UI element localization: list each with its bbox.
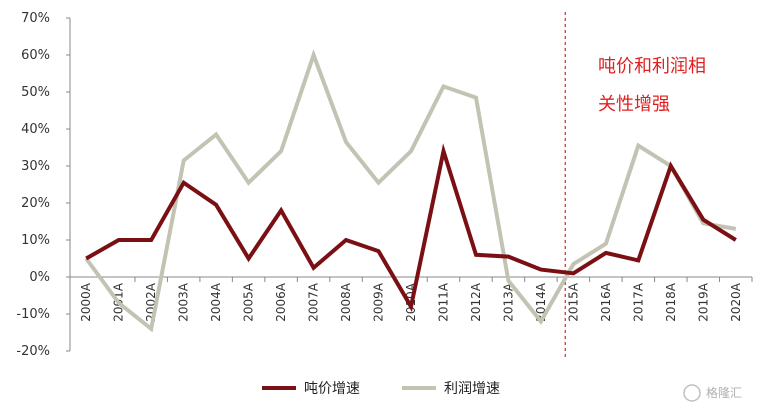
x-tick-label: 2005A (242, 282, 256, 322)
y-tick-label: 10% (21, 233, 50, 248)
annotation-line-2: 关性增强 (598, 94, 670, 115)
x-tick-label: 2006A (274, 282, 288, 322)
y-tick-label: 40% (21, 122, 50, 137)
watermark-logo-icon (683, 384, 701, 402)
y-tick-label: 60% (21, 48, 50, 63)
watermark: 格隆汇 (683, 384, 742, 402)
series-layer (84, 49, 737, 333)
x-tick-label: 2019A (696, 282, 710, 322)
x-tick-label: 2016A (599, 282, 613, 322)
x-tick-label: 2017A (631, 282, 645, 322)
x-tick-label: 2018A (664, 282, 678, 322)
y-tick-label: -20% (16, 344, 50, 359)
legend-label-series-1: 吨价增速 (304, 381, 360, 397)
x-tick-label: 2011A (436, 282, 450, 322)
legend: 吨价增速 利润增速 (262, 381, 500, 397)
y-tick-label: 50% (21, 85, 50, 100)
legend-label-series-2: 利润增速 (444, 381, 500, 397)
x-tick-label: 2008A (339, 282, 353, 322)
x-tick-label: 2015A (566, 282, 580, 322)
x-tick-label: 2000A (79, 282, 93, 322)
x-tick-label: 2009A (372, 282, 386, 322)
y-tick-label: -10% (16, 307, 50, 322)
annotation-line-1: 吨价和利润相 (598, 56, 706, 77)
annotation: 吨价和利润相 关性增强 (598, 56, 706, 115)
y-tick-label: 0% (29, 270, 50, 285)
x-tick-label: 2012A (469, 282, 483, 322)
axes: 70%60%50%40%30%20%10%0%-10%-20%2000A 2001… (16, 11, 753, 359)
watermark-text: 格隆汇 (706, 385, 742, 400)
x-tick-label: 2004A (209, 282, 223, 322)
y-tick-label: 20% (21, 196, 50, 211)
x-tick-label: 2007A (307, 282, 321, 322)
x-tick-label: 2020A (729, 282, 743, 322)
y-tick-label: 70% (21, 11, 50, 26)
y-tick-label: 30% (21, 159, 50, 174)
x-tick-label: 2003A (177, 282, 191, 322)
x-tick-label: 2013A (501, 282, 515, 322)
